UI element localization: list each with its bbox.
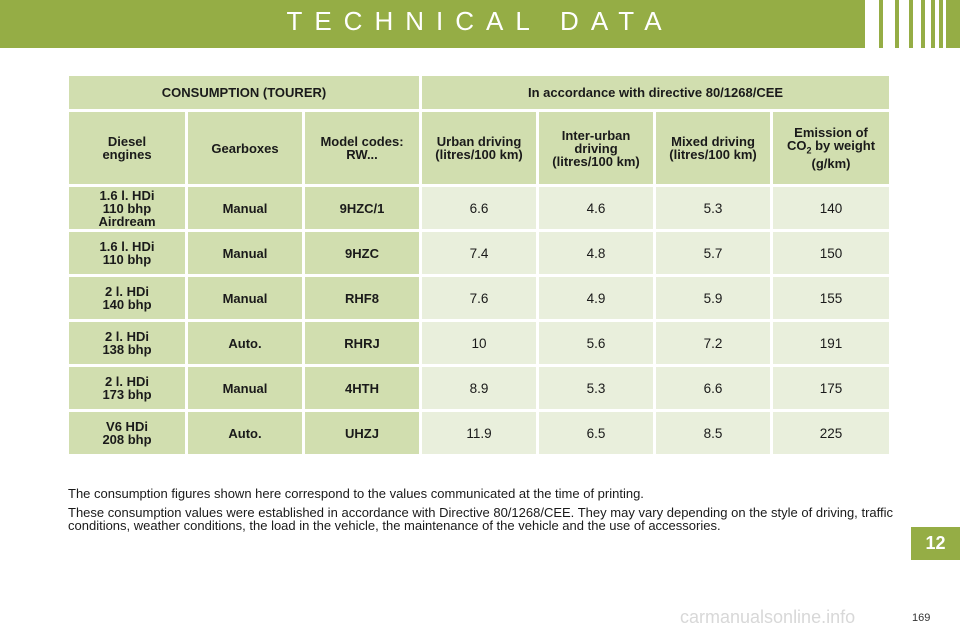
mixed-consumption-cell: 6.6 [656, 367, 771, 409]
engine-cell: 1.6 l. HDi 110 bhp [69, 232, 185, 274]
engine-cell: 1.6 l. HDi 110 bhp Airdream [69, 187, 185, 229]
urban-consumption-cell: 6.6 [422, 187, 537, 229]
column-header-inter-urban-driving: Inter-urban driving (litres/100 km) [539, 112, 654, 184]
table-row: 2 l. HDi 173 bhp Manual 4HTH 8.9 5.3 6.6 175 [69, 367, 890, 409]
model-code-cell: UHZJ [305, 412, 420, 454]
page-title: TECHNICAL DATA [286, 6, 674, 36]
page-header: TECHNICAL DATA [0, 0, 960, 48]
mixed-consumption-cell: 5.7 [656, 232, 771, 274]
table-row: 1.6 l. HDi 110 bhp Airdream Manual 9HZC/1 6.6… [69, 187, 890, 229]
inter-urban-consumption-cell: 4.8 [539, 232, 654, 274]
column-header-engines: Diesel engines [69, 112, 185, 184]
engine-cell: V6 HDi 208 bhp [69, 412, 185, 454]
consumption-tourer-header: CONSUMPTION (TOURER) [69, 76, 420, 109]
inter-urban-consumption-cell: 4.6 [539, 187, 654, 229]
model-code-cell: 4HTH [305, 367, 420, 409]
consumption-table-body: 1.6 l. HDi 110 bhp Airdream Manual 9HZC/1 6.6… [69, 187, 890, 454]
consumption-table-wrapper: CONSUMPTION (TOURER) In accordance with … [66, 73, 892, 457]
gearbox-cell: Auto. [188, 412, 302, 454]
note-paragraph-directive: These consumption values were establishe… [68, 505, 893, 533]
directive-header: In accordance with directive 80/1268/CEE [422, 76, 890, 109]
co2-emission-cell: 225 [773, 412, 890, 454]
table-row: 2 l. HDi 140 bhp Manual RHF8 7.6 4.9 5.9 155 [69, 277, 890, 319]
model-code-cell: RHRJ [305, 322, 420, 364]
engine-cell: 2 l. HDi 173 bhp [69, 367, 185, 409]
consumption-table: CONSUMPTION (TOURER) In accordance with … [66, 73, 892, 457]
column-header-urban-driving: Urban driving (litres/100 km) [422, 112, 537, 184]
urban-consumption-cell: 8.9 [422, 367, 537, 409]
table-row: V6 HDi 208 bhp Auto. UHZJ 11.9 6.5 8.5 225 [69, 412, 890, 454]
engine-cell: 2 l. HDi 138 bhp [69, 322, 185, 364]
engine-cell: 2 l. HDi 140 bhp [69, 277, 185, 319]
table-column-header-row: Diesel engines Gearboxes Model codes: RW..… [69, 112, 890, 184]
gearbox-cell: Manual [188, 232, 302, 274]
gearbox-cell: Manual [188, 187, 302, 229]
urban-consumption-cell: 7.6 [422, 277, 537, 319]
mixed-consumption-cell: 5.9 [656, 277, 771, 319]
model-code-cell: 9HZC/1 [305, 187, 420, 229]
chapter-tab: 12 [911, 527, 960, 560]
page-number: 169 [912, 612, 931, 624]
notes-section: The consumption figures shown here corre… [68, 487, 893, 538]
urban-consumption-cell: 7.4 [422, 232, 537, 274]
column-header-gearboxes: Gearboxes [188, 112, 302, 184]
column-header-mixed-driving: Mixed driving (litres/100 km) [656, 112, 771, 184]
note-paragraph-printing: The consumption figures shown here corre… [68, 486, 644, 501]
inter-urban-consumption-cell: 5.6 [539, 322, 654, 364]
header-stripes-decoration [865, 0, 946, 48]
table-top-header-row: CONSUMPTION (TOURER) In accordance with … [69, 76, 890, 109]
co2-emission-cell: 191 [773, 322, 890, 364]
inter-urban-consumption-cell: 4.9 [539, 277, 654, 319]
gearbox-cell: Manual [188, 277, 302, 319]
co2-emission-cell: 150 [773, 232, 890, 274]
model-code-cell: RHF8 [305, 277, 420, 319]
urban-consumption-cell: 11.9 [422, 412, 537, 454]
co2-emission-cell: 155 [773, 277, 890, 319]
column-header-co2-emission: Emission of CO2 by weight (g/km) [773, 112, 890, 184]
mixed-consumption-cell: 8.5 [656, 412, 771, 454]
co2-emission-cell: 140 [773, 187, 890, 229]
watermark: carmanualsonline.info [680, 607, 856, 627]
table-row: 1.6 l. HDi 110 bhp Manual 9HZC 7.4 4.8 5.7 150 [69, 232, 890, 274]
column-header-model-codes: Model codes: RW... [305, 112, 420, 184]
urban-consumption-cell: 10 [422, 322, 537, 364]
mixed-consumption-cell: 5.3 [656, 187, 771, 229]
gearbox-cell: Manual [188, 367, 302, 409]
model-code-cell: 9HZC [305, 232, 420, 274]
table-row: 2 l. HDi 138 bhp Auto. RHRJ 10 5.6 7.2 191 [69, 322, 890, 364]
mixed-consumption-cell: 7.2 [656, 322, 771, 364]
co2-emission-cell: 175 [773, 367, 890, 409]
inter-urban-consumption-cell: 6.5 [539, 412, 654, 454]
gearbox-cell: Auto. [188, 322, 302, 364]
inter-urban-consumption-cell: 5.3 [539, 367, 654, 409]
